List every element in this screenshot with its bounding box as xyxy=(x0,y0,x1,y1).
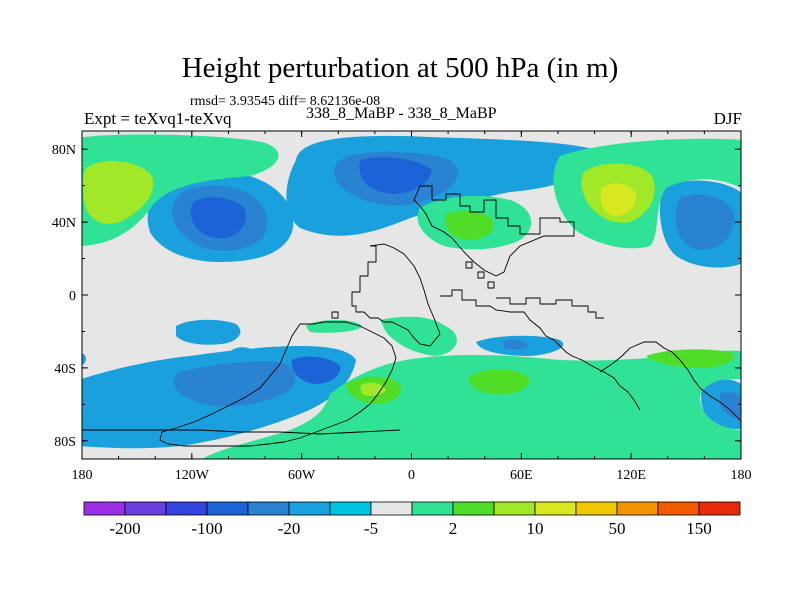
colorbar-swatch xyxy=(370,501,413,516)
colorbar-label: 150 xyxy=(686,519,712,538)
colorbar-swatch xyxy=(534,501,577,516)
colorbar-swatch xyxy=(124,501,167,516)
colorbar-swatch xyxy=(698,501,741,516)
colorbar-label: 10 xyxy=(527,519,544,538)
colorbar-swatch xyxy=(575,501,618,516)
colorbar-swatch xyxy=(411,501,454,516)
sh-positive-core xyxy=(360,382,386,397)
sh-west-negative-mid xyxy=(174,361,296,407)
coastline-antarctica xyxy=(82,429,401,435)
y-tick-label: 40S xyxy=(54,362,76,377)
experiment-label: Expt = teXvq1-teXvq xyxy=(84,109,232,128)
colorbar-swatch xyxy=(247,501,290,516)
tropic-west-negative-patch xyxy=(176,319,241,345)
colorbar-label: -20 xyxy=(278,519,301,538)
sh-positive-mid-c xyxy=(646,349,734,368)
colorbar-swatch xyxy=(206,501,249,516)
nh-pacific-negative-core xyxy=(190,197,246,239)
colorbar-swatch xyxy=(616,501,659,516)
nh-east-negative-mid xyxy=(675,194,735,250)
sh-main-positive-outer xyxy=(201,350,741,459)
sh-chile-negative-core xyxy=(291,356,341,384)
contour-fill-layer xyxy=(82,134,741,459)
colorbar: -200 -100 -20 -5 2 10 50 150 xyxy=(83,501,741,538)
coastline-africa-west xyxy=(440,289,641,411)
tropic-africa-negative-core xyxy=(502,339,528,350)
y-tick-label: 0 xyxy=(69,289,76,304)
x-tick-label: 120W xyxy=(175,468,210,483)
colorbar-swatch xyxy=(452,501,495,516)
nh-west-positive-mid xyxy=(82,161,154,224)
x-tick-label: 180 xyxy=(731,468,752,483)
coastline-layer xyxy=(82,185,741,447)
chart-title: Height perturbation at 500 hPa (in m) xyxy=(181,52,619,84)
colorbar-label: 2 xyxy=(449,519,458,538)
coastline-south-america xyxy=(159,321,397,447)
rmsd-diff-stats: rmsd= 3.93545 diff= 8.62136e-08 xyxy=(190,94,381,109)
coastline-australia xyxy=(599,341,741,422)
case-label: 338_8_MaBP - 338_8_MaBP xyxy=(306,105,497,122)
colorbar-label: -5 xyxy=(364,519,378,538)
x-tick-label: 60E xyxy=(510,468,533,483)
coastline-central-america xyxy=(351,243,441,347)
colorbar-swatch xyxy=(288,501,331,516)
x-tick-label: 60W xyxy=(288,468,316,483)
nh-central-negative-core xyxy=(359,157,432,194)
colorbar-swatch xyxy=(493,501,536,516)
colorbar-label: -100 xyxy=(191,519,222,538)
x-tick-label: 0 xyxy=(408,468,415,483)
axis-ticks: 180 120W 60W 0 60E 120E 180 80N 40N 0 40S 80S xyxy=(52,131,752,483)
sh-far-west-negative-patch xyxy=(82,353,86,365)
coastline-islands xyxy=(331,261,495,319)
colorbar-swatch xyxy=(657,501,700,516)
x-tick-label: 120E xyxy=(616,468,646,483)
colorbar-label: 50 xyxy=(609,519,626,538)
x-tick-label: 180 xyxy=(72,468,93,483)
sh-positive-mid-b xyxy=(469,369,530,395)
coastline-maritime-continent xyxy=(496,297,604,319)
sh-east-negative-mid xyxy=(720,392,741,419)
season-label: DJF xyxy=(713,109,742,128)
colorbar-label: -200 xyxy=(109,519,140,538)
nh-east-positive-core xyxy=(600,183,637,216)
colorbar-swatch xyxy=(329,501,372,516)
y-tick-label: 80N xyxy=(52,143,76,158)
y-tick-label: 80S xyxy=(54,435,76,450)
y-tick-label: 40N xyxy=(52,216,76,231)
nh-africa-positive-mid xyxy=(445,210,495,240)
coastline-north-america xyxy=(413,185,575,277)
nh-west-positive-outer xyxy=(82,134,279,246)
colorbar-swatch xyxy=(165,501,208,516)
colorbar-swatch xyxy=(83,501,126,516)
